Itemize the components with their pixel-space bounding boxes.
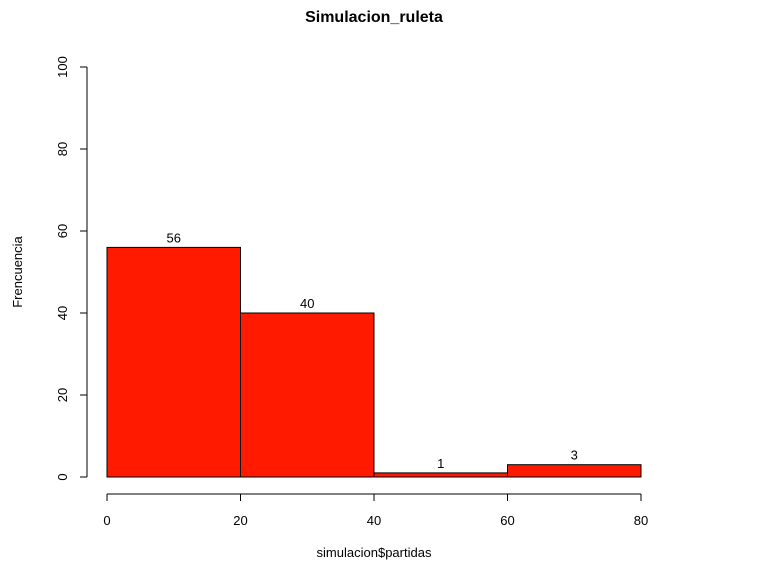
bar-count-label-0: 56 (167, 230, 181, 245)
x-axis-label: simulacion$partidas (317, 545, 432, 560)
x-axis: 0 20 40 60 80 (103, 493, 648, 528)
x-tick-label-2: 40 (367, 513, 381, 528)
y-tick-label-1: 20 (55, 388, 70, 402)
y-axis: 0 20 40 60 80 100 (55, 56, 88, 481)
y-tick-label-2: 40 (55, 306, 70, 320)
y-tick-label-3: 60 (55, 224, 70, 238)
x-tick-label-1: 20 (233, 513, 247, 528)
bar-count-label-1: 40 (300, 296, 314, 311)
bars-group (106, 246, 642, 478)
histogram-bar-0 (106, 246, 241, 478)
y-tick-label-0: 0 (55, 473, 70, 480)
histogram-bar-3 (507, 464, 642, 478)
chart-title: Simulacion_ruleta (305, 9, 443, 26)
x-tick-label-4: 80 (634, 513, 648, 528)
y-axis-label: Frencuencia (10, 235, 25, 307)
y-tick-label-5: 100 (55, 56, 70, 78)
x-tick-label-3: 60 (500, 513, 514, 528)
bar-labels-group: 56 40 1 3 (167, 230, 578, 471)
histogram-bar-1 (240, 312, 375, 478)
x-tick-label-0: 0 (103, 513, 110, 528)
y-tick-label-4: 80 (55, 142, 70, 156)
histogram-bar-2 (373, 472, 508, 478)
bar-count-label-2: 1 (437, 456, 444, 471)
bar-count-label-3: 3 (571, 448, 578, 463)
